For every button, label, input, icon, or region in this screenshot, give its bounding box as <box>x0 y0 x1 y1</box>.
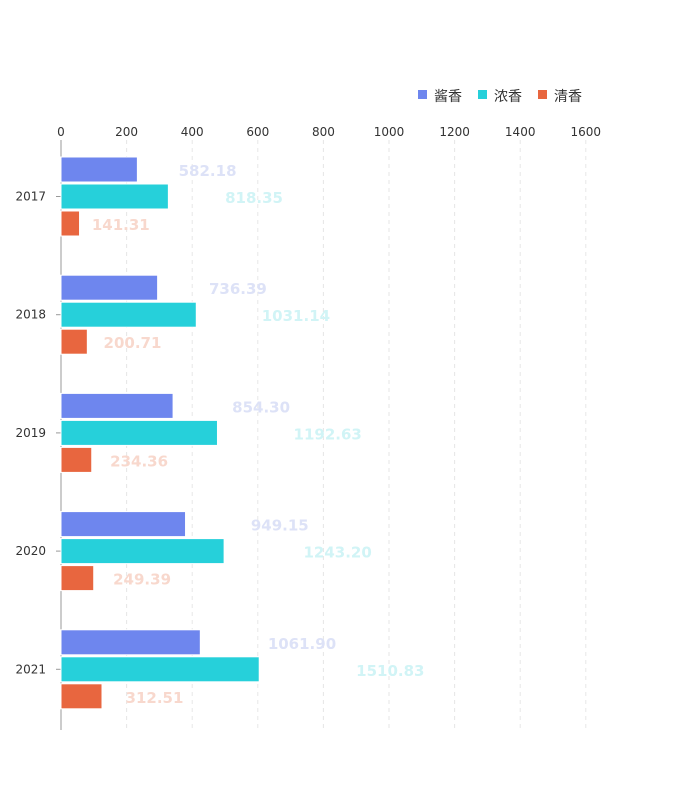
bar <box>60 301 197 328</box>
bar <box>60 629 201 656</box>
legend-label-1: 酱香 <box>434 89 462 105</box>
x-tick-label: 800 <box>312 125 335 139</box>
bar <box>60 210 81 237</box>
data-label: 312.51 <box>126 689 184 707</box>
data-label: 200.71 <box>104 334 162 352</box>
bar <box>60 328 88 355</box>
data-label: 736.39 <box>209 280 267 298</box>
x-tick-label: 0 <box>57 125 65 139</box>
y-category-label: 2021 <box>15 662 46 676</box>
data-label: 1031.14 <box>262 307 330 325</box>
x-tick-label: 1000 <box>374 125 405 139</box>
legend-label-3: 清香 <box>554 89 582 105</box>
legend-label-2: 浓香 <box>494 89 522 105</box>
legend: 酱香 浓香 清香 <box>418 89 582 105</box>
data-label: 141.31 <box>92 216 150 234</box>
bar <box>60 392 174 419</box>
legend-swatch-1 <box>418 90 427 99</box>
x-axis: 0 200 400 600 800 1000 1200 1400 1600 <box>57 125 601 139</box>
data-label: 1061.90 <box>268 635 336 653</box>
bar <box>60 419 218 446</box>
bar <box>60 511 187 538</box>
data-label: 854.30 <box>232 398 290 416</box>
bar <box>60 446 93 473</box>
legend-swatch-3 <box>538 90 547 99</box>
bar <box>60 656 260 683</box>
y-category-label: 2020 <box>15 544 46 558</box>
x-tick-label: 200 <box>115 125 138 139</box>
data-label: 249.39 <box>113 571 171 589</box>
bar <box>60 156 138 183</box>
data-label: 1192.63 <box>294 425 362 443</box>
bar <box>60 565 95 592</box>
data-label: 234.36 <box>110 452 168 470</box>
data-label: 582.18 <box>179 162 237 180</box>
data-label: 949.15 <box>251 517 309 535</box>
data-label: 818.35 <box>225 189 283 207</box>
y-category-label: 2019 <box>15 426 46 440</box>
legend-swatch-2 <box>478 90 487 99</box>
bar <box>60 274 159 301</box>
y-category-label: 2018 <box>15 308 46 322</box>
bar <box>60 538 225 565</box>
y-axis: 2017 2018 2019 2020 2021 <box>15 140 62 730</box>
data-label: 1243.20 <box>303 544 371 562</box>
x-tick-label: 1400 <box>505 125 536 139</box>
x-tick-label: 1200 <box>439 125 470 139</box>
bars <box>60 156 260 710</box>
bar <box>60 683 103 710</box>
x-tick-label: 400 <box>181 125 204 139</box>
x-tick-label: 600 <box>246 125 269 139</box>
bar <box>60 183 169 210</box>
x-tick-label: 1600 <box>571 125 602 139</box>
data-labels: 582.18 818.35 141.31 736.39 1031.14 200.71 854… <box>92 162 425 707</box>
y-category-label: 2017 <box>15 190 46 204</box>
data-label: 1510.83 <box>356 662 424 680</box>
